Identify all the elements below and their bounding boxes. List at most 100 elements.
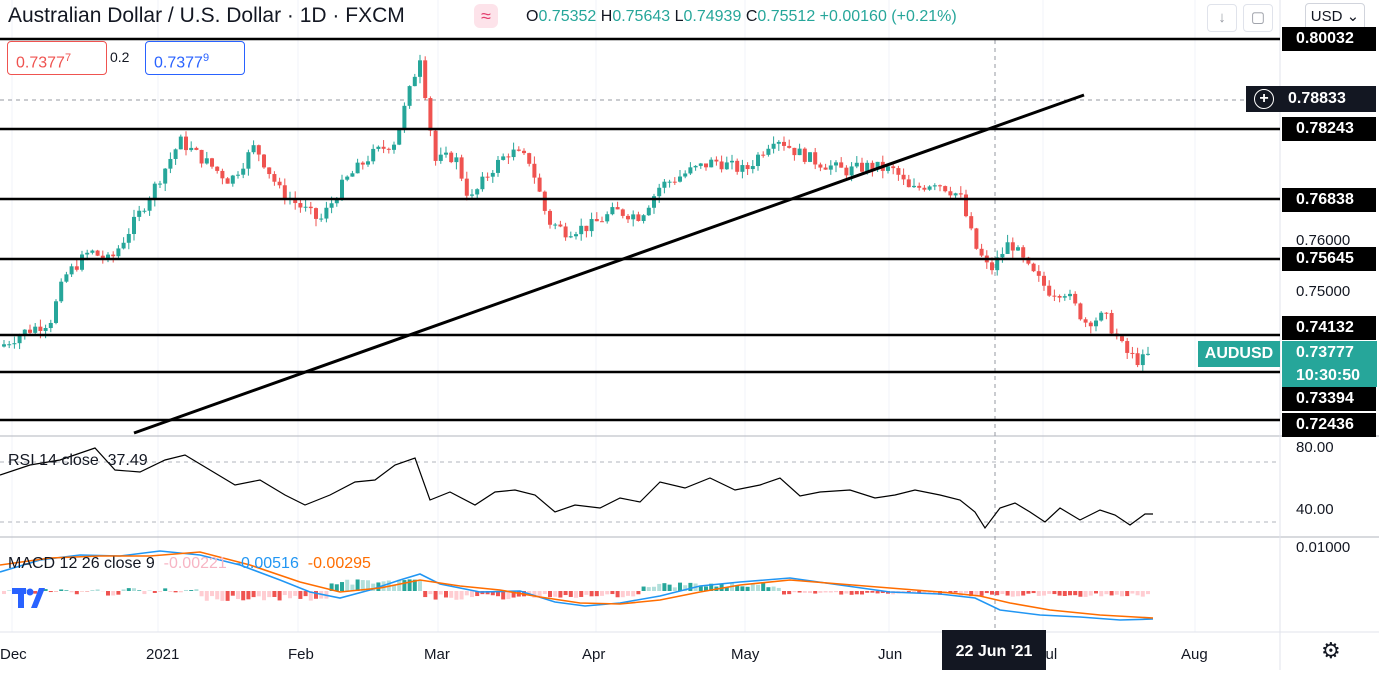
macd-bar bbox=[668, 585, 672, 591]
close-value: 0.75512 bbox=[757, 8, 815, 25]
candle-body bbox=[569, 236, 573, 237]
macd-bar bbox=[75, 591, 79, 594]
fullscreen-icon[interactable]: ▢ bbox=[1243, 4, 1273, 32]
macd-bar bbox=[631, 591, 635, 596]
candle-body bbox=[574, 234, 578, 236]
candle-body bbox=[28, 330, 32, 333]
candle-body bbox=[1037, 271, 1041, 276]
candle-body bbox=[855, 163, 859, 167]
candle-body bbox=[517, 150, 521, 151]
candle-body bbox=[1099, 313, 1103, 321]
candle-body bbox=[142, 211, 146, 212]
candle-body bbox=[335, 200, 339, 203]
candle-body bbox=[439, 155, 443, 161]
macd-bar bbox=[231, 591, 235, 596]
macd-bar bbox=[262, 591, 266, 600]
macd-bar bbox=[766, 587, 770, 591]
macd-bar bbox=[70, 591, 74, 592]
candle-body bbox=[917, 186, 921, 188]
macd-bar bbox=[569, 591, 573, 597]
candle-body bbox=[813, 152, 817, 164]
macd-bar bbox=[777, 588, 781, 591]
macd-bar bbox=[662, 583, 666, 591]
download-icon[interactable]: ↓ bbox=[1207, 4, 1237, 32]
macd-bar bbox=[1104, 591, 1108, 594]
macd-bar bbox=[626, 591, 630, 596]
macd-bar bbox=[865, 591, 869, 593]
candle-body bbox=[938, 185, 942, 186]
candle-body bbox=[257, 145, 261, 154]
macd-bar bbox=[1073, 591, 1077, 595]
candle-body bbox=[532, 164, 536, 178]
candle-body bbox=[480, 177, 484, 190]
candle-body bbox=[1032, 264, 1036, 272]
candle-body bbox=[460, 157, 464, 178]
candle-body bbox=[839, 162, 843, 167]
candle-body bbox=[501, 156, 505, 160]
tradingview-logo-icon[interactable] bbox=[12, 586, 46, 610]
add-alert-icon[interactable]: + bbox=[1254, 89, 1274, 109]
buy-button[interactable]: 0.73779 bbox=[145, 41, 245, 75]
candle-body bbox=[954, 193, 958, 195]
rsi-legend[interactable]: RSI 14 close 37.49 bbox=[8, 452, 148, 470]
macd-bar bbox=[548, 591, 552, 597]
macd-bar bbox=[1047, 591, 1051, 594]
crosshair-price-label[interactable]: +0.78833 bbox=[1246, 86, 1376, 112]
macd-bar bbox=[304, 591, 308, 596]
macd-bar bbox=[174, 591, 178, 592]
macd-bar bbox=[595, 591, 599, 596]
sell-button[interactable]: 0.73777 bbox=[7, 41, 107, 75]
candle-body bbox=[428, 98, 432, 131]
low-key: L bbox=[675, 8, 684, 25]
time-tick: Feb bbox=[288, 646, 314, 663]
crosshair-price: 0.78833 bbox=[1288, 90, 1346, 107]
macd-bar bbox=[168, 591, 172, 592]
sell-price-pip: 7 bbox=[65, 52, 71, 64]
candle-body bbox=[2, 344, 6, 346]
horizontal-levels[interactable] bbox=[0, 39, 1280, 420]
level-label: 0.78243 bbox=[1282, 117, 1376, 141]
symbol-title[interactable]: Australian Dollar / U.S. Dollar · 1D · F… bbox=[8, 4, 405, 28]
candle-body bbox=[200, 150, 204, 164]
macd-bar bbox=[1021, 591, 1025, 596]
candle-body bbox=[12, 343, 16, 344]
settings-gear-icon[interactable]: ⚙ bbox=[1321, 638, 1341, 664]
macd-bar bbox=[558, 591, 562, 598]
macd-bar bbox=[605, 591, 609, 594]
candle-body bbox=[912, 186, 916, 187]
macd-tick: 0.01000 bbox=[1296, 539, 1350, 556]
candle-body bbox=[189, 148, 193, 150]
macd-bar bbox=[740, 586, 744, 591]
candle-body bbox=[590, 219, 594, 231]
time-tick: Jun bbox=[878, 646, 902, 663]
candle-body bbox=[205, 158, 209, 163]
candle-body bbox=[621, 209, 625, 216]
candle-body bbox=[376, 147, 380, 149]
macd-bar bbox=[642, 587, 646, 591]
trendline[interactable] bbox=[134, 95, 1084, 433]
symbol-tag: AUDUSD bbox=[1198, 341, 1280, 367]
candle-body bbox=[64, 274, 68, 281]
macd-bar bbox=[179, 591, 183, 592]
macd-bar bbox=[241, 591, 245, 600]
macd-bar bbox=[985, 591, 989, 593]
candle-body bbox=[595, 219, 599, 221]
macd-bar bbox=[553, 591, 557, 597]
macd-bar bbox=[1115, 591, 1119, 595]
candle-body bbox=[18, 336, 22, 343]
macd-bar bbox=[1063, 591, 1067, 596]
candle-body bbox=[132, 217, 136, 234]
macd-bar bbox=[283, 591, 287, 595]
low-value: 0.74939 bbox=[684, 8, 742, 25]
macd-bar bbox=[673, 587, 677, 591]
macd-bar bbox=[106, 591, 110, 596]
macd-bar bbox=[205, 591, 209, 601]
macd-bar bbox=[252, 591, 256, 597]
macd-bar bbox=[564, 591, 568, 595]
candle-body bbox=[408, 86, 412, 106]
macd-legend[interactable]: MACD 12 26 close 9 -0.00221 -0.00516 -0.… bbox=[8, 555, 371, 573]
macd-bar bbox=[122, 589, 126, 591]
candle-body bbox=[267, 167, 271, 174]
macd-bar bbox=[1068, 591, 1072, 595]
close-key: C bbox=[746, 8, 758, 25]
